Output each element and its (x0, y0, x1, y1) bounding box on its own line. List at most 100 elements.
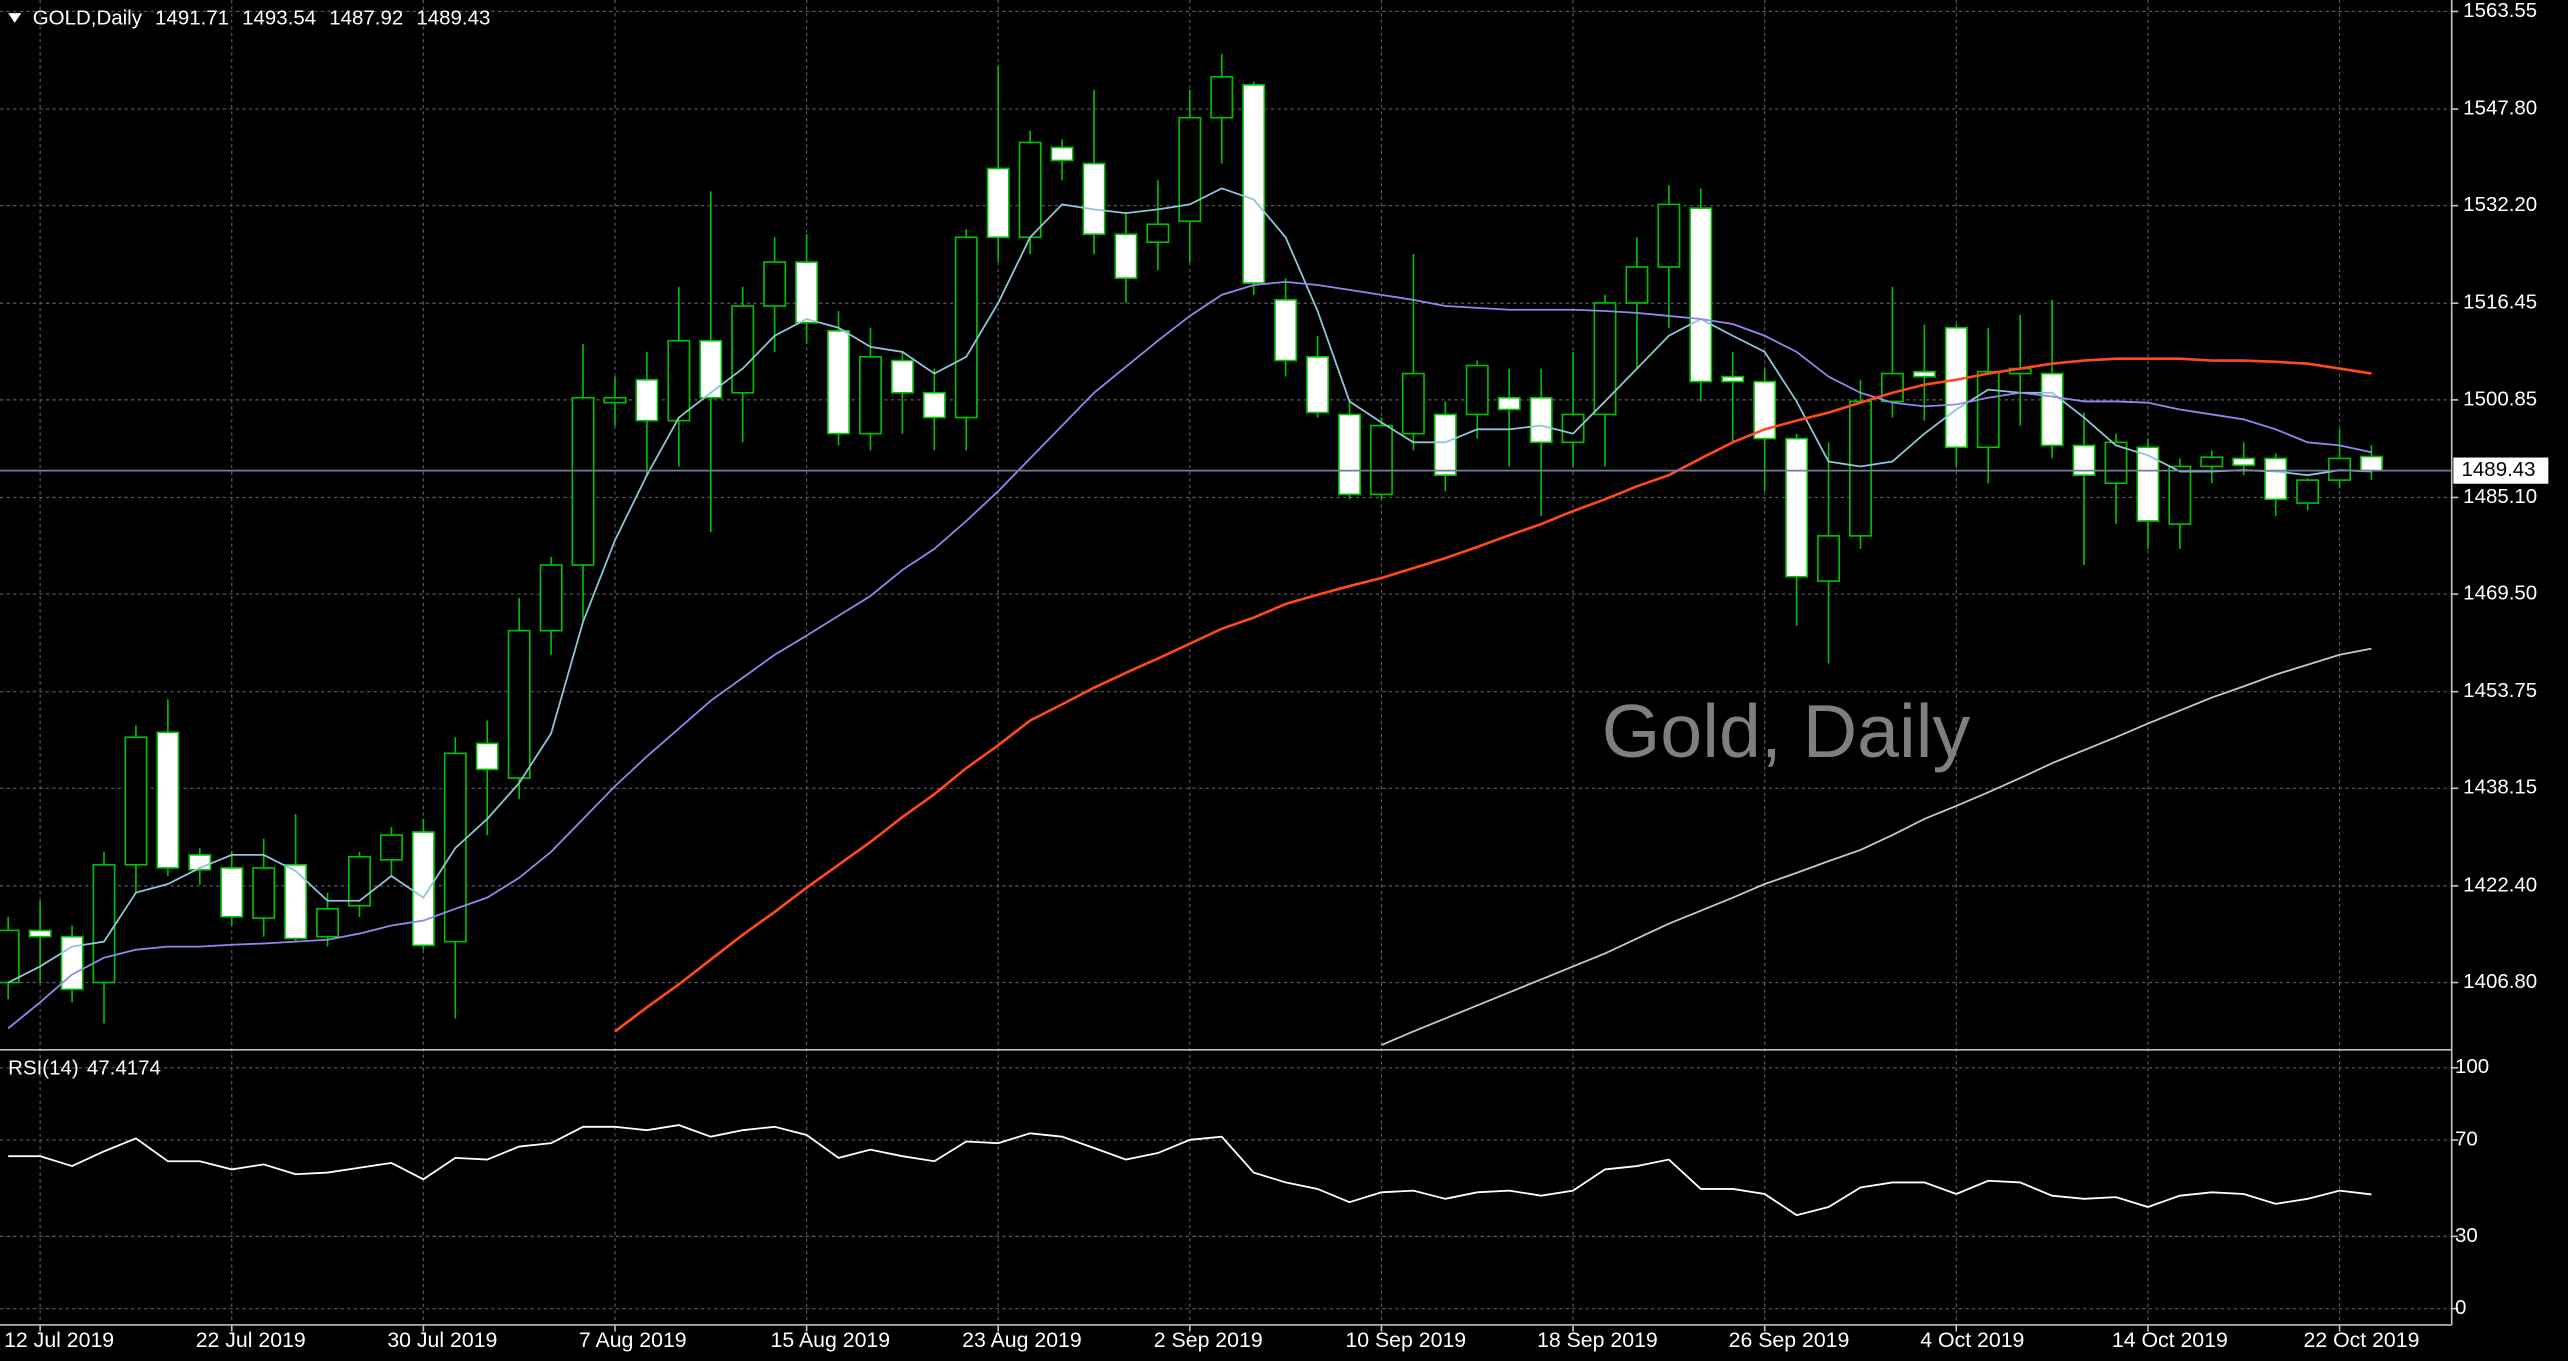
candle-body (1018, 141, 1042, 239)
candle-body (1401, 372, 1425, 435)
close-value: 1489.43 (416, 7, 490, 30)
candle-body (507, 629, 531, 779)
candle-body (2328, 457, 2351, 481)
candle-body (539, 564, 563, 632)
indicator-header: RSI(14) 47.4174 (8, 1057, 161, 1080)
price-label-box (2453, 457, 2549, 484)
candle-body (1114, 233, 1138, 279)
y-tick-label: 1547.80 (2463, 96, 2537, 119)
candle-body (348, 855, 371, 907)
candle-body (1753, 380, 1777, 440)
candle-body (1689, 207, 1713, 383)
candle-body (252, 867, 276, 919)
candle-body (2296, 479, 2320, 504)
candle-body (2200, 456, 2224, 468)
moving-average (614, 357, 2372, 1033)
y-tick-label: 1516.45 (2463, 291, 2537, 314)
rsi-tick-label: 0 (2455, 1296, 2466, 1319)
candle-body (0, 929, 20, 984)
candle-body (731, 305, 755, 394)
rsi-line (8, 1124, 2372, 1217)
open-value: 1491.71 (155, 7, 229, 30)
y-tick-label: 1453.75 (2463, 679, 2537, 702)
candle-body (2360, 455, 2383, 472)
candle-body (475, 742, 499, 771)
candle-body (92, 863, 116, 984)
watermark: Gold, Daily (1602, 689, 1971, 773)
candle-body (2264, 457, 2288, 501)
rsi-tick-label: 70 (2455, 1127, 2478, 1150)
candle-body (1338, 413, 1361, 496)
candle-body (667, 339, 691, 422)
y-tick-label: 1406.80 (2463, 970, 2537, 993)
y-tick-label: 1563.55 (2463, 0, 2537, 22)
candle-body (1721, 375, 1745, 383)
x-tick-label: 22 Jul 2019 (196, 1328, 306, 1352)
candle-body (1050, 146, 1074, 162)
candle-body (1369, 424, 1393, 496)
candle-body (2040, 372, 2064, 447)
candle-body (1242, 84, 1266, 284)
candle-body (1274, 299, 1298, 362)
price-label: 1489.43 (2462, 458, 2536, 481)
candle-body (2232, 457, 2256, 467)
y-tick-label: 1500.85 (2463, 387, 2537, 410)
candle-body (284, 863, 308, 940)
x-tick-label: 30 Jul 2019 (387, 1328, 497, 1352)
candle-body (316, 907, 340, 938)
x-tick-label: 23 Aug 2019 (962, 1328, 1082, 1352)
candle-body (603, 396, 627, 404)
indicator-value: 47.4174 (87, 1057, 161, 1080)
candle-body (986, 167, 1010, 239)
high-value: 1493.54 (242, 7, 316, 30)
indicator-name: RSI(14) (8, 1057, 79, 1080)
x-tick-label: 26 Sep 2019 (1729, 1328, 1850, 1352)
candle-body (156, 731, 180, 869)
candle-body (763, 261, 787, 307)
candle-body (1880, 372, 1904, 403)
candle-body (1849, 400, 1872, 537)
candle-body (1306, 356, 1330, 414)
rsi-panel (8, 1124, 2372, 1217)
candle-body (1912, 370, 1936, 378)
candle-body (859, 356, 882, 435)
candle-body (1625, 266, 1649, 304)
candle-body (411, 831, 435, 947)
y-tick-label: 1438.15 (2463, 776, 2537, 799)
y-tick-label: 1532.20 (2463, 193, 2537, 216)
rsi-tick-label: 100 (2455, 1055, 2489, 1078)
candle-body (571, 396, 595, 566)
candle-body (1944, 326, 1968, 449)
symbol: GOLD,Daily (33, 7, 143, 30)
candle-body (795, 261, 819, 324)
chart-header: GOLD,Daily 1491.71 1493.54 1487.92 1489.43 (33, 7, 491, 30)
candle-body (1433, 413, 1457, 476)
candle-body (220, 867, 244, 918)
candle-body (2136, 446, 2160, 522)
x-tick-label: 10 Sep 2019 (1345, 1328, 1466, 1352)
candle-body (2168, 465, 2192, 525)
candle-body (28, 929, 52, 938)
candle-body (635, 378, 659, 422)
candle-body (890, 359, 914, 394)
candle-body (1178, 116, 1202, 222)
x-tick-label: 22 Oct 2019 (2304, 1328, 2420, 1352)
candle-body (379, 834, 403, 861)
x-tick-label: 18 Sep 2019 (1537, 1328, 1658, 1352)
candle-body (1657, 203, 1681, 268)
collapse-arrow[interactable] (8, 13, 22, 23)
price-panel (0, 53, 2452, 1046)
candle-body (1465, 364, 1489, 416)
candle-body (2072, 444, 2096, 476)
candle-body (1976, 370, 2000, 449)
x-tick-label: 4 Oct 2019 (1920, 1328, 2024, 1352)
low-value: 1487.92 (329, 7, 403, 30)
x-tick-label: 12 Jul 2019 (4, 1328, 114, 1352)
moving-average (7, 280, 2372, 1030)
candle-body (922, 391, 946, 419)
candle-body (827, 329, 850, 435)
x-tick-label: 14 Oct 2019 (2112, 1328, 2228, 1352)
candle-body (1210, 75, 1234, 119)
